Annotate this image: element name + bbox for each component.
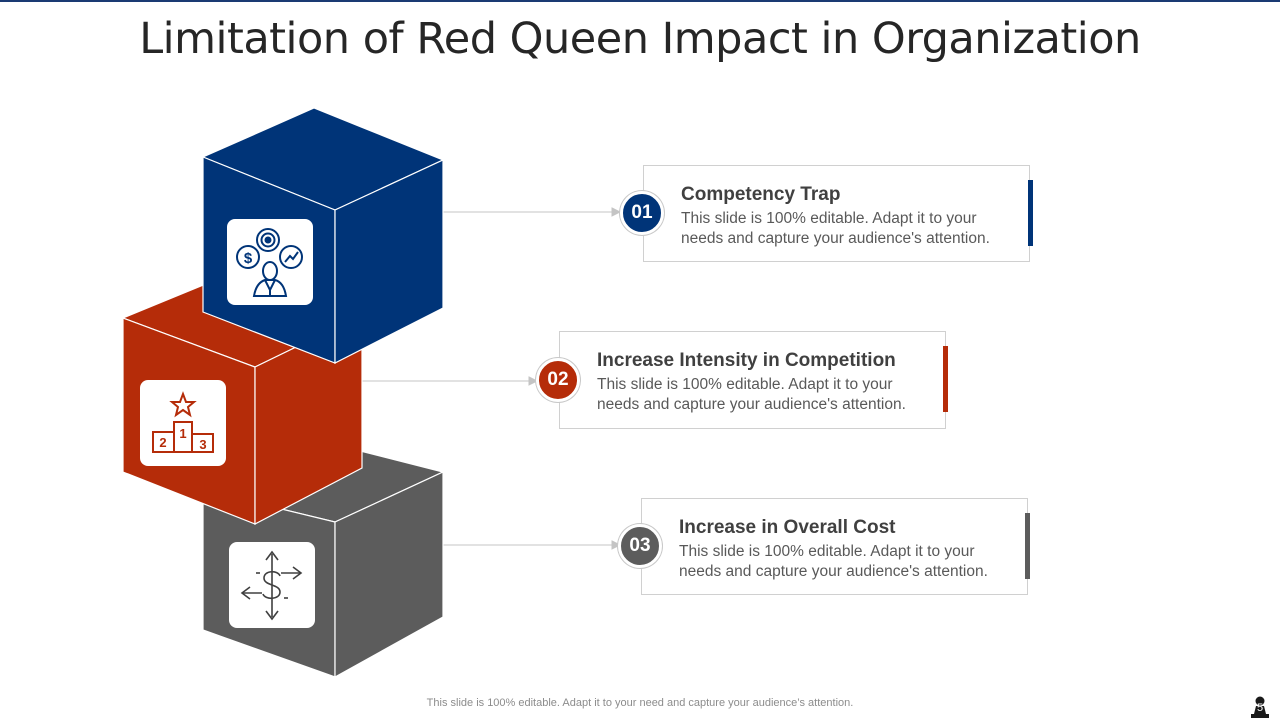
item-card-2: Increase Intensity in Competition This s… (559, 331, 948, 429)
slide-title: Limitation of Red Queen Impact in Organi… (139, 14, 1141, 64)
accent-bar (943, 346, 948, 412)
accent-bar (1025, 513, 1030, 579)
target-person-icon (236, 228, 303, 297)
item-title: Competency Trap (681, 184, 841, 205)
number-badge-3: 03 (618, 524, 662, 568)
item-title: Increase in Overall Cost (679, 517, 896, 538)
podium-icon (152, 391, 214, 453)
page-number: 5 (1256, 702, 1264, 714)
svg-text:1: 1 (179, 426, 186, 441)
accent-bar (1028, 180, 1033, 246)
item-title: Increase Intensity in Competition (597, 350, 896, 371)
dollar-arrows-icon (240, 550, 303, 621)
item-description: This slide is 100% editable. Adapt it to… (681, 210, 990, 247)
page-number-badge: 5 (1248, 696, 1272, 718)
item-card-1: Competency Trap This slide is 100% edita… (643, 165, 1033, 262)
footer-note: This slide is 100% editable. Adapt it to… (426, 697, 854, 709)
item-description: This slide is 100% editable. Adapt it to… (679, 543, 988, 580)
item-card-3: Increase in Overall Cost This slide is 1… (641, 498, 1030, 595)
svg-text:$: $ (244, 250, 253, 267)
number-badge-1: 01 (620, 191, 664, 235)
top-accent-line (0, 0, 1280, 2)
item-description: This slide is 100% editable. Adapt it to… (597, 376, 906, 413)
number-badge-2: 02 (536, 358, 580, 402)
svg-text:2: 2 (159, 435, 166, 450)
pawn-icon (1251, 696, 1269, 718)
svg-text:3: 3 (199, 437, 206, 452)
